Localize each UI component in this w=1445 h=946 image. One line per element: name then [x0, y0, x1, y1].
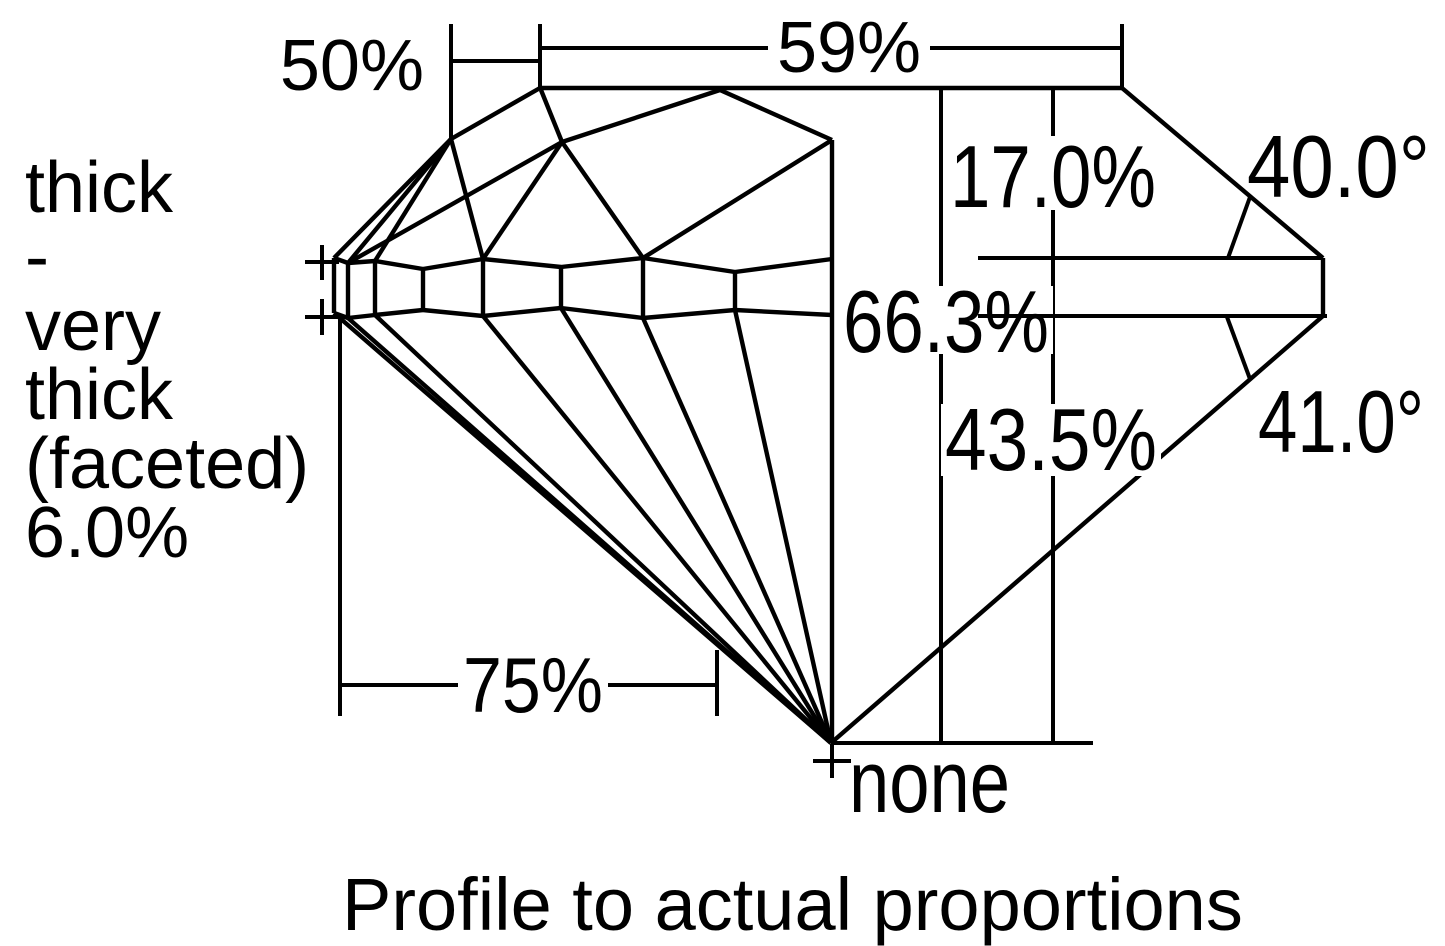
diagram-title: Profile to actual proportions: [342, 863, 1243, 946]
diagram-line: [1120, 86, 1325, 260]
diagram-line: [734, 256, 833, 275]
label-lower-girdle-mask: [458, 652, 608, 716]
label-girdle-note-4: thick: [25, 355, 174, 435]
diagram-line: [448, 138, 486, 260]
diagram-line: [719, 87, 833, 143]
diagram-line: [374, 307, 424, 318]
label-crown-height-mask: [946, 136, 1158, 210]
diamond-facet-lines: [331, 85, 1326, 745]
diagram-line: [347, 258, 376, 266]
diagram-line: [642, 307, 736, 321]
diagram-line: [422, 256, 484, 272]
diagram-line: [1225, 316, 1252, 380]
label-girdle-note-5: (faceted): [25, 424, 309, 504]
diagram-line: [560, 305, 644, 321]
diagram-line: [332, 137, 453, 260]
diagram-line: [481, 140, 564, 261]
label-girdle-note-6: 6.0%: [25, 493, 189, 573]
diagram-line: [538, 89, 565, 143]
label-culet: none: [849, 732, 1010, 831]
diagram-line: [449, 86, 542, 141]
diagram-line: [373, 313, 833, 745]
diagram-line: [482, 256, 562, 270]
diagram-line: [640, 317, 834, 744]
diagram-line: [559, 306, 833, 745]
label-girdle-note-3: very: [25, 286, 161, 366]
diagram-line: [642, 255, 736, 275]
label-total-depth: 66.3%: [843, 272, 1049, 371]
diagram-line: [1226, 196, 1252, 259]
diagram-line: [560, 140, 645, 260]
label-total-depth-mask: [839, 286, 1053, 354]
diagram-line: [346, 137, 453, 265]
label-girdle-note-1: thick: [25, 148, 174, 228]
measurement-labels: 50% 59% 17.0% 40.0° 66.3% 43.5% 41.0° 75% none th…: [25, 8, 1430, 831]
diagram-line: [829, 314, 1325, 745]
diagram-line: [346, 316, 833, 745]
label-pavilion-angle: 41.0°: [1258, 372, 1424, 471]
diagram-line: [560, 255, 644, 270]
diagram-line: [732, 309, 834, 744]
diagram-line: [482, 305, 562, 319]
label-crown-angle: 40.0°: [1247, 117, 1430, 216]
diagram-line: [374, 258, 424, 272]
diagram-line: [641, 138, 834, 260]
label-table-size-mask: [768, 12, 930, 78]
diagram-line: [346, 140, 564, 265]
diagram-line: [333, 255, 349, 266]
label-table-size: 59%: [777, 8, 921, 88]
diagram-line: [481, 314, 833, 745]
label-girdle-note-2: -: [25, 217, 49, 297]
diagram-line: [347, 312, 376, 321]
label-lower-girdle: 75%: [463, 641, 603, 729]
diagram-line: [422, 307, 484, 319]
diagram-line: [561, 87, 721, 145]
label-star-length: 50%: [280, 26, 424, 106]
label-pavilion-depth-mask: [941, 404, 1161, 476]
label-crown-height: 17.0%: [950, 127, 1156, 226]
label-pavilion-depth: 43.5%: [945, 390, 1157, 489]
diagram-line: [734, 307, 833, 318]
